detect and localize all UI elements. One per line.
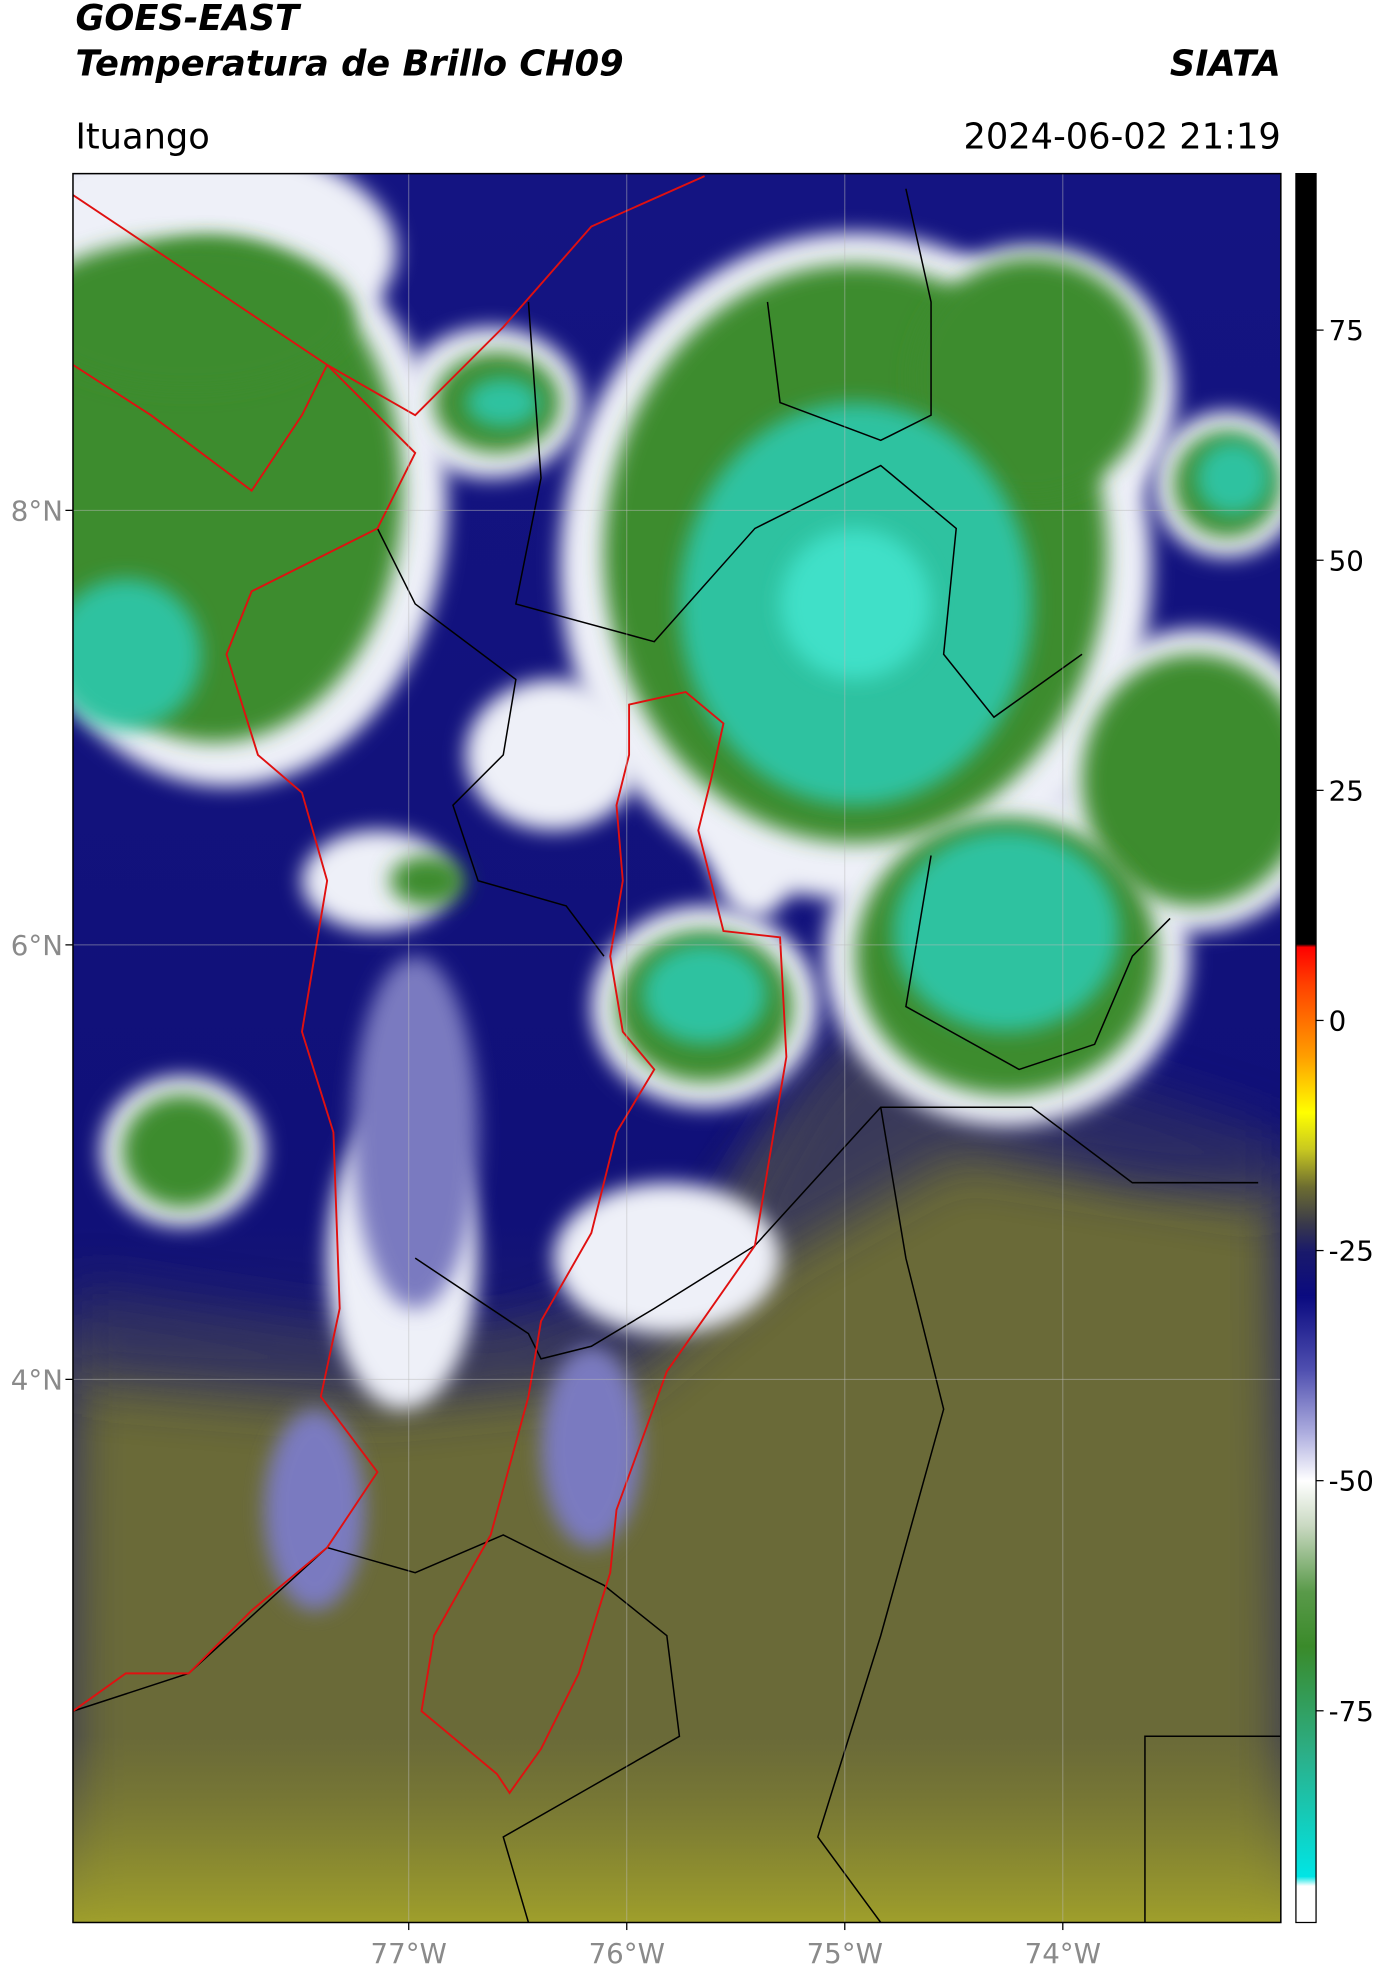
- colorbar-frame: [1295, 172, 1317, 1924]
- border-line: [376, 528, 605, 957]
- colorbar-segment: [1295, 1186, 1317, 1224]
- cloud-blob: [780, 528, 932, 680]
- border-line: [1144, 1735, 1281, 1923]
- cloud-blob: [264, 1409, 365, 1611]
- colorbar-segment: [1295, 1370, 1317, 1436]
- agency: SIATA: [1170, 43, 1281, 84]
- cloud-blob: [352, 956, 479, 1309]
- colorbar-segment: [1295, 1057, 1317, 1113]
- datetime: 2024-06-02 21:19: [963, 116, 1280, 157]
- cloud-blob: [72, 578, 202, 730]
- colorbar-tick-label: -50: [1329, 1465, 1374, 1498]
- colorbar-tick-label: 75: [1329, 314, 1364, 347]
- colorbar-tick-label: -75: [1329, 1695, 1374, 1728]
- coast-line: [72, 175, 705, 493]
- colorbar-segment: [1295, 1434, 1317, 1482]
- coast-line: [72, 194, 417, 1712]
- location: Ituango: [75, 116, 209, 157]
- title-product: Temperatura de Brillo CH09: [75, 43, 623, 84]
- y-tick-label: 4°N: [11, 1363, 63, 1396]
- colorbar-segment: [1295, 944, 1317, 948]
- colorbar-segment: [1295, 1222, 1317, 1251]
- colorbar-segment: [1295, 1885, 1317, 1923]
- cloud-blob: [912, 257, 1152, 497]
- cloud-blob: [122, 1094, 243, 1208]
- cloud-blob: [893, 830, 1120, 1032]
- cloud-blob: [465, 679, 642, 831]
- title-satellite: GOES-EAST: [75, 0, 302, 39]
- colorbar-segment: [1295, 1526, 1317, 1592]
- x-tick-label: 75°W: [807, 1937, 883, 1970]
- colorbar-tick-label: 0: [1329, 1005, 1347, 1038]
- border-line: [905, 855, 1171, 1071]
- cloud-blob: [465, 377, 542, 428]
- y-tick-label: 6°N: [11, 929, 63, 962]
- colorbar-segment: [1295, 173, 1317, 945]
- colorbar-segment: [1295, 1250, 1317, 1297]
- region-outline: [420, 690, 788, 1795]
- x-tick-label: 76°W: [589, 1937, 665, 1970]
- border-line: [514, 301, 1083, 719]
- cloud-blob: [641, 943, 768, 1045]
- warm-band: [72, 1736, 1281, 1923]
- map-frame: [72, 172, 1282, 1924]
- cloud-blob: [1195, 440, 1271, 516]
- cloud-blob: [1082, 654, 1281, 906]
- warm-region: [72, 1031, 1281, 1923]
- colorbar-segment: [1295, 1876, 1317, 1887]
- border-line: [766, 188, 932, 442]
- colorbar-segment: [1295, 946, 1317, 985]
- colorbar-tick-label: 25: [1329, 774, 1364, 807]
- x-tick-label: 74°W: [1025, 1937, 1101, 1970]
- cloud-blob: [541, 1346, 642, 1548]
- colorbar-segment: [1295, 983, 1317, 1058]
- cloud-blob: [72, 239, 353, 391]
- colorbar-segment: [1295, 1112, 1317, 1150]
- map-imagery: [72, 173, 1281, 1923]
- x-tick-label: 77°W: [371, 1937, 447, 1970]
- colorbar-segment: [1295, 1480, 1317, 1528]
- cloud-blob: [301, 830, 453, 932]
- cloud-blob: [553, 1182, 781, 1334]
- colorbar-tick-label: 50: [1329, 544, 1364, 577]
- colorbar-tick-label: -25: [1329, 1235, 1374, 1268]
- border-line: [72, 1534, 681, 1923]
- colorbar-segment: [1295, 1296, 1317, 1371]
- cloud-blob: [390, 855, 466, 906]
- colorbar-segment: [1295, 1646, 1317, 1758]
- border-line: [816, 1107, 945, 1923]
- colorbar-segment: [1295, 1591, 1317, 1647]
- border-line: [414, 1106, 1259, 1360]
- colorbar-segment: [1295, 1149, 1317, 1187]
- colorbar-segment: [1295, 1756, 1317, 1877]
- y-tick-label: 8°N: [11, 494, 63, 527]
